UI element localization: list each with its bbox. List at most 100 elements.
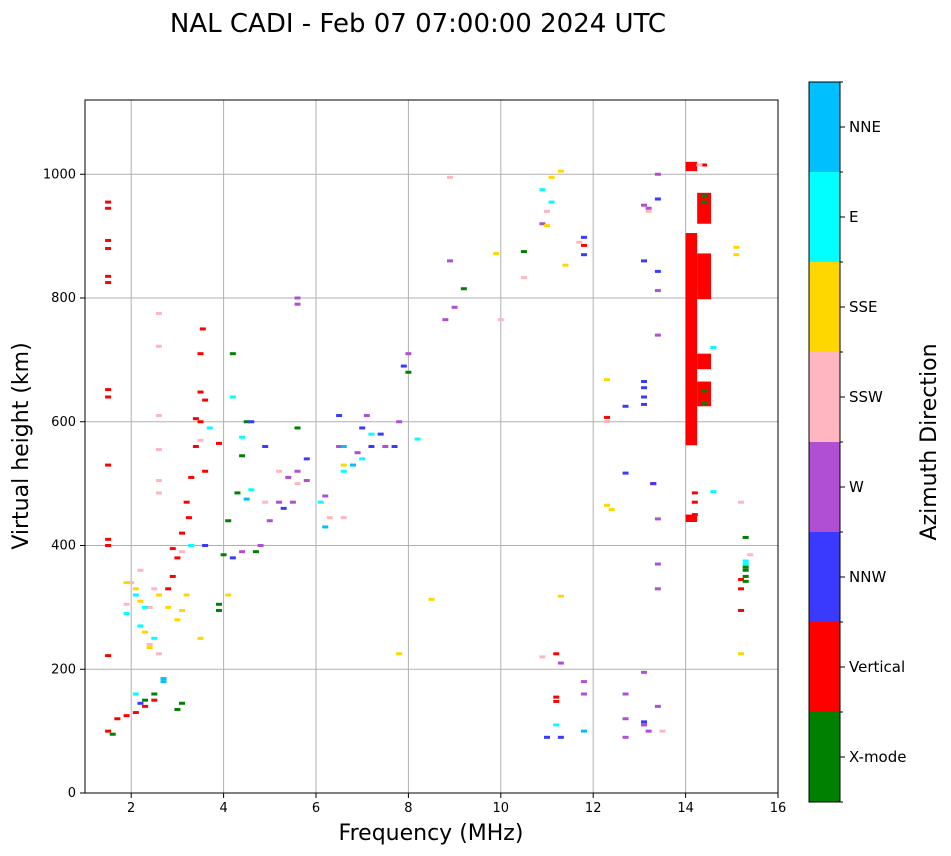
point-nnw: [641, 386, 648, 390]
point-ssw: [155, 652, 162, 656]
point-x-mode: [701, 200, 708, 204]
point-ssw: [155, 344, 162, 348]
point-vertical: [188, 475, 195, 479]
point-e: [137, 624, 144, 628]
point-w: [442, 318, 449, 322]
point-x-mode: [742, 579, 749, 583]
point-sse: [137, 599, 144, 603]
point-w: [654, 517, 661, 521]
point-nnw: [336, 414, 343, 418]
point-w: [451, 305, 458, 309]
point-e: [359, 457, 366, 461]
x-tick-label: 2: [127, 801, 135, 816]
point-nnw: [557, 735, 564, 739]
colorbar-frame: [808, 81, 841, 803]
point-w: [294, 296, 301, 300]
point-nnw: [248, 420, 255, 424]
point-nnw: [303, 457, 310, 461]
point-x-mode: [243, 420, 250, 424]
point-sse: [396, 652, 403, 656]
point-sse: [733, 253, 740, 257]
x-tick-label: 6: [312, 801, 320, 816]
point-x-mode: [252, 550, 259, 554]
point-e: [188, 544, 195, 547]
point-vertical: [142, 704, 149, 708]
point-e: [710, 346, 717, 349]
point-sse: [493, 251, 500, 255]
plot-frame: [84, 99, 779, 794]
colorbar-swatch: [809, 172, 840, 262]
point-vertical: [105, 729, 112, 733]
x-axis-label: Frequency (MHz): [339, 821, 524, 846]
point-vertical: [691, 500, 698, 504]
point-vertical: [192, 417, 199, 421]
point-vertical: [105, 395, 112, 399]
point-sse: [142, 630, 149, 634]
point-e: [132, 692, 139, 696]
point-vertical: [580, 243, 587, 247]
vertical-band: [697, 192, 712, 224]
point-vertical: [691, 513, 698, 517]
point-w: [294, 302, 301, 306]
vertical-bands: [685, 161, 712, 522]
point-vertical: [114, 717, 121, 721]
colorbar: X-mode Vertical NNW W SSW SSE E NNE: [808, 81, 906, 803]
point-w: [289, 500, 296, 504]
point-nne: [340, 445, 347, 448]
point-w: [654, 172, 661, 176]
y-tick-label: 0: [68, 786, 76, 801]
point-sse: [548, 175, 555, 179]
point-nnw: [368, 445, 375, 448]
point-vertical: [151, 698, 158, 702]
point-e: [239, 435, 246, 439]
point-w: [654, 562, 661, 566]
point-e: [553, 723, 560, 727]
point-x-mode: [239, 454, 246, 458]
point-ssw: [179, 550, 186, 554]
point-vertical: [197, 352, 204, 356]
point-e: [548, 200, 555, 204]
point-vertical: [123, 714, 130, 718]
colorbar-swatch: [809, 532, 840, 622]
point-nnw: [262, 445, 269, 448]
point-vertical: [183, 500, 190, 504]
point-sse: [179, 608, 186, 612]
vertical-band: [685, 514, 698, 522]
point-x-mode: [174, 707, 181, 711]
colorbar-tick-label: Vertical: [849, 658, 905, 676]
point-vertical: [215, 441, 222, 445]
point-nnw: [137, 701, 144, 705]
point-w: [622, 692, 629, 696]
point-ssw: [262, 500, 269, 504]
point-ssw: [197, 438, 204, 442]
point-nnw: [280, 506, 287, 510]
point-x-mode: [215, 608, 222, 612]
point-vertical: [202, 469, 209, 473]
point-w: [641, 723, 648, 727]
point-vertical: [553, 652, 560, 656]
point-nnw: [377, 432, 384, 436]
point-w: [396, 420, 403, 424]
y-tick-label: 1000: [43, 167, 76, 182]
axis-ticks: 2 4 6 8 10 12 14 16 0 200 400 600 800 1000: [43, 167, 786, 816]
point-nnw: [359, 426, 366, 430]
colorbar-swatch: [809, 262, 840, 352]
point-vertical: [105, 537, 112, 541]
x-tick-label: 4: [219, 801, 227, 816]
point-x-mode: [215, 602, 222, 606]
point-e: [539, 188, 546, 192]
point-nnw: [622, 404, 629, 408]
point-sse: [123, 581, 130, 585]
point-e: [340, 469, 347, 473]
point-vertical: [197, 420, 204, 424]
point-sse: [738, 652, 745, 656]
point-nnw: [641, 395, 648, 399]
point-x-mode: [701, 389, 708, 393]
point-nnw: [641, 720, 648, 724]
point-sse: [146, 646, 153, 650]
grid: [85, 100, 779, 794]
point-vertical: [179, 531, 186, 535]
point-x-mode: [142, 698, 149, 702]
point-w: [322, 494, 329, 498]
colorbar-tick-label: NNW: [849, 568, 886, 586]
